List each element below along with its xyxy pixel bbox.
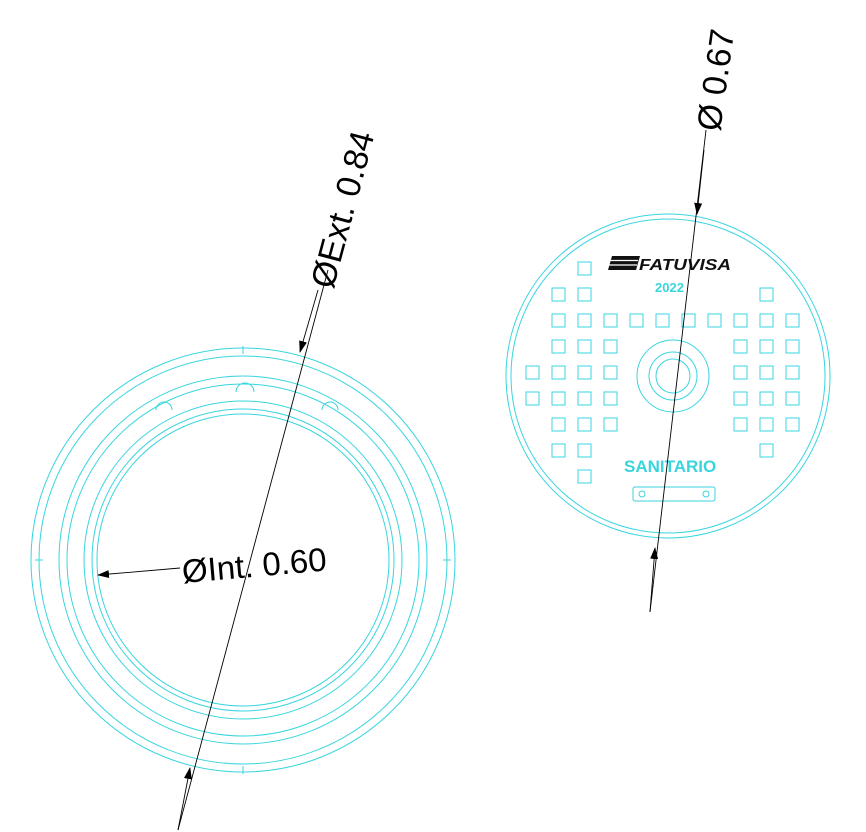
anti-slip-square [577, 261, 592, 276]
anti-slip-square [551, 443, 566, 458]
cover-outer-edge-inner [510, 218, 826, 534]
anti-slip-square [759, 417, 774, 432]
anti-slip-square [707, 313, 722, 328]
anti-slip-square [733, 313, 748, 328]
ext-diameter-line [177, 269, 329, 831]
anti-slip-square [785, 339, 800, 354]
cover-lift-hole-left [638, 490, 646, 498]
frame-hinge-tab-right [321, 401, 339, 411]
anti-slip-square [785, 391, 800, 406]
anti-slip-square [577, 391, 592, 406]
int-diameter-line [97, 567, 181, 579]
anti-slip-square [733, 339, 748, 354]
ext-arrow-top [299, 289, 319, 353]
cover-anti-slip-pattern [525, 261, 800, 484]
anti-slip-square [551, 339, 566, 354]
int-diameter-label: ØInt. 0.60 [180, 540, 328, 589]
anti-slip-square [759, 365, 774, 380]
anti-slip-square [785, 313, 800, 328]
frame-dimension-lines [97, 269, 329, 831]
anti-slip-square [785, 417, 800, 432]
anti-slip-square [733, 417, 748, 432]
frame-flange-inner [66, 383, 420, 737]
cover-diameter-line [649, 129, 707, 613]
cover-outer-edge [505, 213, 831, 539]
anti-slip-square [577, 313, 592, 328]
cover-brand-logo: FATUVISA [608, 256, 731, 274]
anti-slip-square [577, 365, 592, 380]
cover-dimension-lines [649, 129, 707, 613]
brand-logo-stripes [608, 256, 640, 270]
frame-seat [83, 400, 403, 720]
anti-slip-square [733, 391, 748, 406]
cover-center-boss-inner [655, 358, 691, 394]
cover-view [505, 213, 831, 539]
cover-center-boss-mid [648, 351, 698, 401]
brand-logo-text: FATUVISA [639, 257, 731, 274]
anti-slip-square [759, 339, 774, 354]
cover-arrow-bottom [649, 547, 659, 613]
anti-slip-square [603, 391, 618, 406]
anti-slip-square [759, 391, 774, 406]
cover-diameter-label: Ø 0.67 [690, 27, 742, 133]
anti-slip-square [551, 365, 566, 380]
ext-diameter-label: ØExt. 0.84 [304, 127, 382, 292]
anti-slip-square [655, 313, 670, 328]
anti-slip-square [525, 391, 540, 406]
frame-view [30, 346, 456, 774]
anti-slip-square [603, 339, 618, 354]
cover-label: SANITARIO [624, 457, 716, 476]
anti-slip-square [759, 287, 774, 302]
anti-slip-square [577, 469, 592, 484]
anti-slip-square [629, 313, 644, 328]
frame-hinge-tab-center [235, 382, 255, 393]
anti-slip-square [785, 365, 800, 380]
anti-slip-square [759, 313, 774, 328]
frame-inner-opening [91, 408, 395, 712]
anti-slip-square [577, 417, 592, 432]
cover-lift-hole-right [702, 490, 710, 498]
anti-slip-square [551, 287, 566, 302]
cover-lift-slot [632, 486, 716, 502]
anti-slip-square [551, 313, 566, 328]
anti-slip-square [551, 391, 566, 406]
ext-arrow-bottom [177, 767, 192, 831]
frame-inner-opening-edge [96, 413, 390, 707]
anti-slip-square [603, 365, 618, 380]
cover-arrow-top [694, 149, 705, 215]
frame-flange [58, 375, 428, 745]
anti-slip-square [603, 313, 618, 328]
anti-slip-square [525, 365, 540, 380]
anti-slip-square [603, 417, 618, 432]
cover-center-boss-outer [636, 339, 710, 413]
anti-slip-square [577, 287, 592, 302]
anti-slip-square [577, 443, 592, 458]
anti-slip-square [759, 443, 774, 458]
frame-hinge-tab-left [155, 401, 173, 411]
cover-year: 2022 [655, 280, 684, 295]
anti-slip-square [551, 417, 566, 432]
anti-slip-square [577, 339, 592, 354]
anti-slip-square [733, 365, 748, 380]
anti-slip-square [681, 313, 696, 328]
